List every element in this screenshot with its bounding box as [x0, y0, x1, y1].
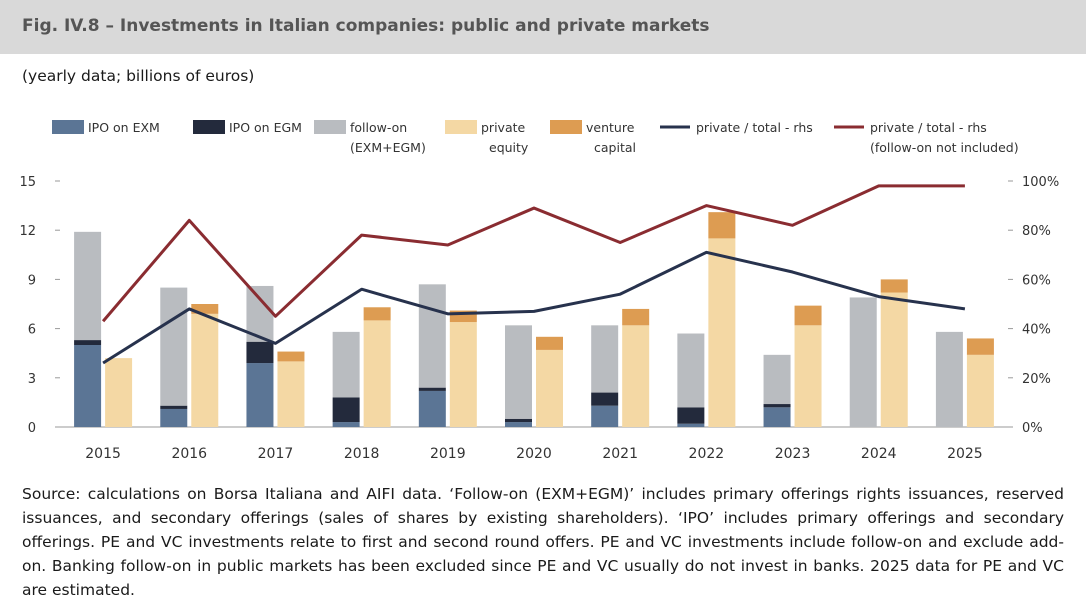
y-tick-label: 3 [28, 372, 36, 387]
legend-label: private / total - rhs [870, 120, 987, 135]
x-tick-label: 2024 [861, 446, 897, 462]
bar-stack1-0 [246, 363, 274, 427]
bar-stack1-0 [591, 405, 619, 427]
y2-tick-label: 40% [1022, 323, 1051, 338]
bar-stack1-2 [332, 331, 360, 398]
bar-stack2-3 [449, 322, 477, 427]
legend-label: venture [586, 120, 635, 135]
bar-stack1-2 [160, 287, 188, 406]
bar-stack2-4 [536, 336, 563, 350]
y-tick-label: 0 [28, 421, 36, 436]
bar-stack1-2 [74, 231, 102, 341]
x-tick-label: 2021 [602, 446, 638, 462]
y2-tick-label: 100% [1022, 175, 1059, 190]
bar-stack2-3 [622, 325, 650, 427]
legend-swatch [314, 120, 346, 134]
source-note: Source: calculations on Borsa Italiana a… [22, 485, 1064, 599]
y2-tick-label: 0% [1022, 421, 1043, 436]
x-tick-label: 2015 [85, 446, 121, 462]
bar-stack1-2 [591, 325, 619, 393]
bar-stack2-3 [536, 349, 563, 427]
bar-stack2-4 [794, 305, 822, 326]
bar-stack2-3 [966, 354, 994, 427]
bar-stack1-1 [246, 341, 274, 364]
legend-label: private / total - rhs [696, 120, 813, 135]
bar-stack2-4 [363, 307, 391, 321]
bar-stack1-1 [160, 405, 188, 409]
bar-stack1-2 [418, 284, 446, 388]
legend-swatch [445, 120, 477, 134]
x-tick-label: 2019 [430, 446, 466, 462]
legend-label: private [481, 120, 526, 135]
y2-tick-label: 20% [1022, 372, 1051, 387]
y2-tick-label: 80% [1022, 224, 1051, 239]
legend-label: (EXM+EGM) [350, 140, 426, 155]
bar-stack1-0 [505, 422, 532, 427]
x-tick-label: 2023 [775, 446, 811, 462]
y2-tick-label: 60% [1022, 273, 1051, 288]
series-line-0 [102, 250, 966, 365]
bar-stack1-1 [418, 387, 446, 391]
bar-stack1-1 [591, 392, 619, 406]
x-tick-label: 2020 [516, 446, 552, 462]
bar-stack2-3 [277, 361, 305, 427]
bar-stack2-4 [622, 308, 650, 326]
figure-subtitle: (yearly data; billions of euros) [22, 67, 255, 85]
legend-label: follow-on [350, 120, 407, 135]
legend-label: IPO on EGM [229, 120, 302, 135]
figure-header: Fig. IV.8 – Investments in Italian compa… [0, 0, 1086, 54]
legend-swatch [193, 120, 225, 134]
y-tick-label: 15 [19, 175, 36, 190]
y-tick-label: 6 [28, 323, 36, 338]
bar-stack1-0 [677, 423, 705, 427]
bar-stack2-4 [966, 338, 994, 355]
y-tick-label: 9 [28, 273, 36, 288]
bar-stack2-3 [191, 313, 219, 427]
bar-stack2-3 [105, 358, 133, 427]
investments-chart: 0 3 6 9 12 15 0% 20% 40% 60% 80% 100% 2015 2016 2017 20… [19, 120, 1059, 462]
bar-stack1-0 [418, 390, 446, 427]
x-tick-label: 2022 [689, 446, 725, 462]
bar-stack2-3 [794, 325, 822, 427]
bar-stack2-3 [880, 292, 908, 427]
bar-stack1-1 [677, 407, 705, 424]
bar-stack2-4 [191, 304, 219, 314]
bar-stack1-2 [849, 297, 877, 427]
bar-stack2-4 [708, 212, 736, 239]
legend-swatch [550, 120, 582, 134]
bar-stack1-2 [935, 331, 963, 427]
bar-stack1-1 [74, 340, 102, 345]
bar-stack1-1 [763, 404, 791, 408]
bar-stack1-2 [763, 354, 791, 405]
bar-stack1-0 [332, 422, 360, 427]
bar-stack1-0 [160, 408, 188, 427]
bar-stack1-0 [74, 345, 102, 427]
figure-title: Fig. IV.8 – Investments in Italian compa… [22, 16, 710, 36]
legend-label: IPO on EXM [88, 120, 160, 135]
series-line-1 [101, 184, 965, 323]
x-tick-label: 2025 [947, 446, 983, 462]
legend-swatch [52, 120, 84, 134]
legend-label: equity [489, 140, 529, 155]
bar-stack1-1 [505, 418, 532, 423]
bar-stack1-0 [763, 407, 791, 427]
bar-stack2-4 [449, 310, 477, 323]
bar-stack1-2 [505, 325, 532, 419]
y-tick-label: 12 [19, 224, 36, 239]
x-tick-label: 2017 [258, 446, 294, 462]
bar-stack2-4 [277, 351, 305, 362]
legend-label: capital [594, 140, 636, 155]
bar-stack1-1 [332, 397, 360, 423]
bar-stack2-3 [708, 238, 736, 427]
x-tick-label: 2016 [171, 446, 207, 462]
bar-stack1-2 [677, 333, 705, 408]
x-tick-label: 2018 [344, 446, 380, 462]
bar-stack2-4 [880, 279, 908, 293]
bar-stack2-3 [363, 320, 391, 427]
legend-label: (follow-on not included) [870, 140, 1019, 155]
